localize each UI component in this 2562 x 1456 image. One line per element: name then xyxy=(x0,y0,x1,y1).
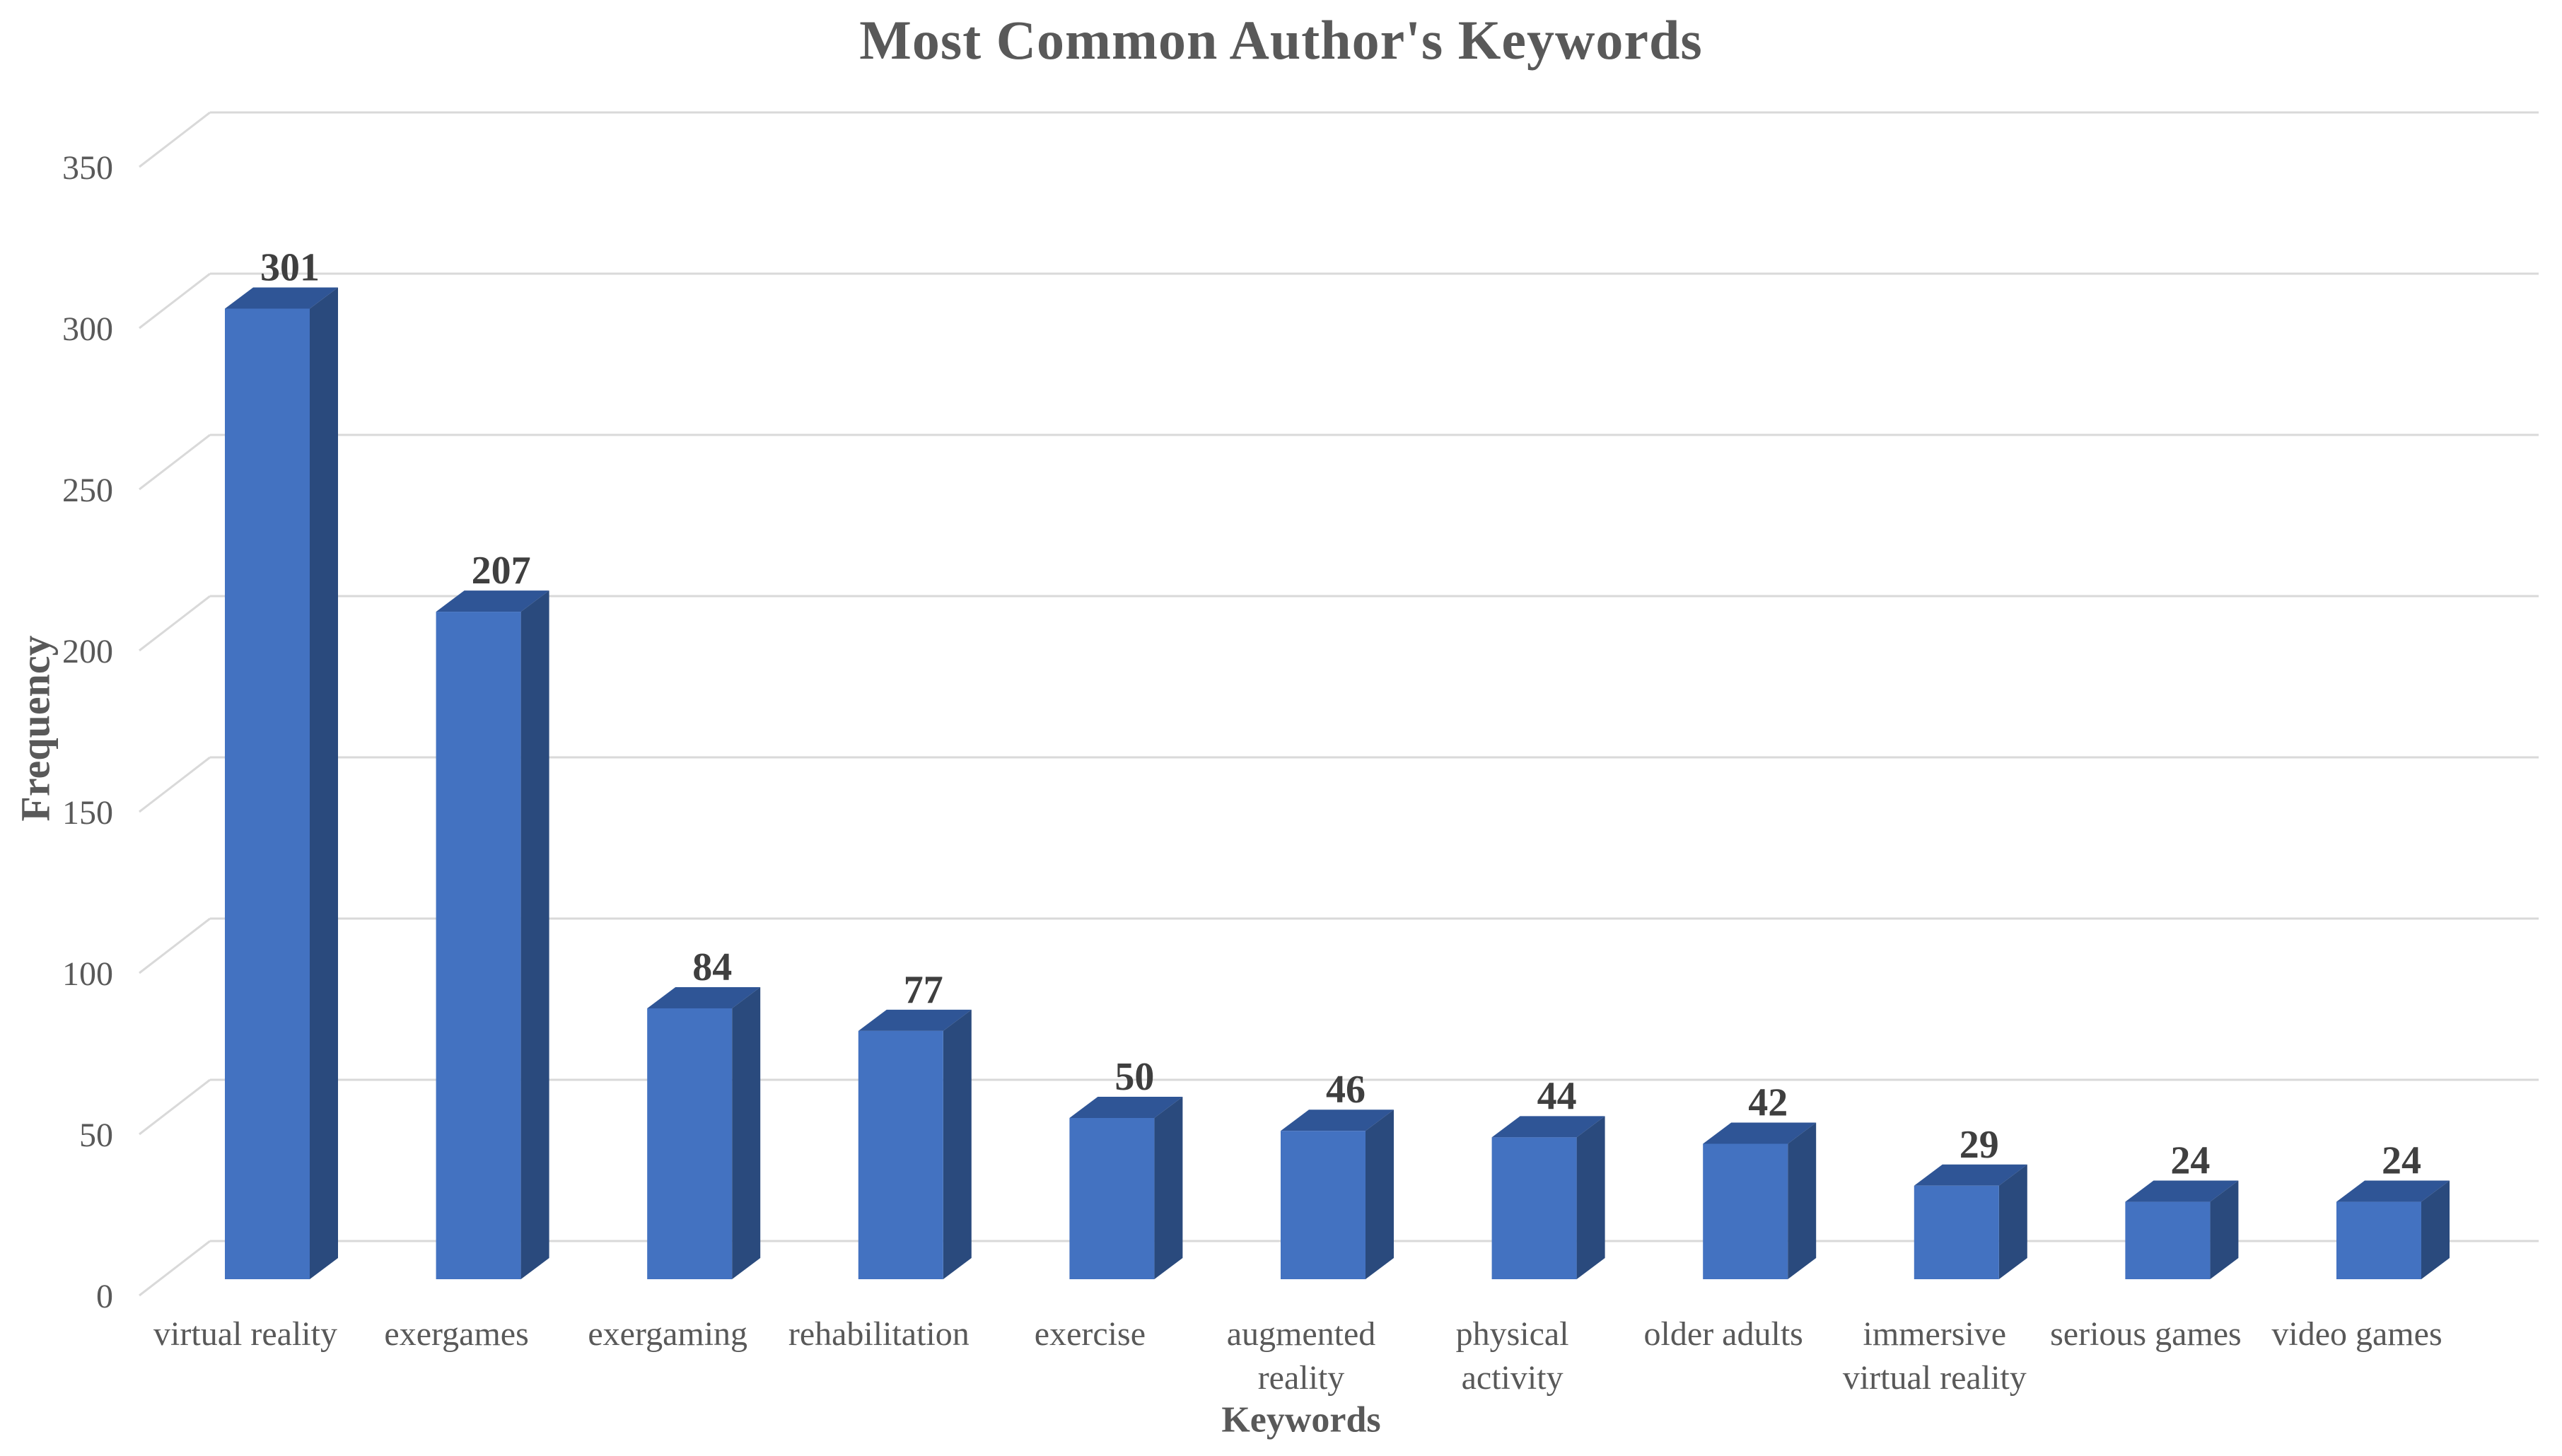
bar-value-label: 207 xyxy=(472,549,531,593)
chart-title: Most Common Author's Keywords xyxy=(859,9,1703,71)
bar-top xyxy=(1069,1097,1183,1118)
x-category-label: virtual reality xyxy=(1843,1359,2027,1397)
bar-front xyxy=(1914,1185,1999,1279)
y-tick-label: 300 xyxy=(62,310,113,348)
bar-side xyxy=(1788,1122,1817,1279)
bar-side xyxy=(1366,1110,1394,1279)
bar-top xyxy=(647,986,761,1008)
bar-value-label: 24 xyxy=(2382,1139,2421,1183)
y-tick-label: 100 xyxy=(62,955,113,993)
bar-front xyxy=(1703,1143,1788,1279)
bar-value-label: 29 xyxy=(1960,1123,1999,1167)
bar-top xyxy=(436,590,549,612)
y-tick-label: 250 xyxy=(62,472,113,509)
bar-side xyxy=(943,1009,972,1279)
bar-top xyxy=(1281,1110,1394,1131)
x-category-label: older adults xyxy=(1644,1315,1803,1353)
x-category-label: immersive xyxy=(1863,1315,2006,1353)
x-category-label: augmented xyxy=(1227,1315,1376,1353)
bar-front xyxy=(225,308,310,1280)
bar-side xyxy=(732,986,761,1279)
bar-front xyxy=(647,1008,733,1279)
bar-value-label: 42 xyxy=(1748,1081,1788,1124)
bar-value-label: 84 xyxy=(692,945,732,989)
x-category-label: virtual reality xyxy=(153,1315,337,1353)
bar-top xyxy=(2336,1180,2450,1202)
grid-diagonal xyxy=(139,756,211,813)
bar-top xyxy=(225,287,338,309)
x-category-label: serious games xyxy=(2050,1315,2242,1353)
bar-top xyxy=(858,1009,972,1031)
bar-front xyxy=(2125,1201,2211,1279)
y-tick-label: 0 xyxy=(96,1278,113,1315)
grid-diagonal xyxy=(139,272,211,330)
x-category-label: activity xyxy=(1462,1359,1564,1397)
bar-side xyxy=(520,590,549,1279)
bar-front xyxy=(1491,1137,1577,1279)
bar-value-label: 50 xyxy=(1114,1055,1154,1099)
bar-front xyxy=(436,612,521,1279)
bar-front xyxy=(1281,1131,1366,1279)
x-category-label: video games xyxy=(2271,1315,2442,1353)
grid-diagonal xyxy=(139,595,211,652)
x-category-label: physical xyxy=(1456,1315,1569,1353)
bar-side xyxy=(310,287,338,1280)
y-tick-label: 50 xyxy=(79,1117,113,1154)
bar-value-label: 77 xyxy=(904,968,943,1012)
bar-value-label: 44 xyxy=(1537,1074,1577,1118)
bar-value-label: 46 xyxy=(1326,1068,1366,1112)
bar-top xyxy=(2125,1180,2239,1202)
bar-side xyxy=(1576,1116,1605,1279)
y-tick-label: 350 xyxy=(62,149,113,187)
grid-diagonal xyxy=(139,433,211,491)
grid-diagonal xyxy=(139,111,211,168)
bar-side xyxy=(2210,1180,2239,1279)
x-axis-title: Keywords xyxy=(1221,1399,1381,1440)
bar-front xyxy=(1069,1118,1155,1279)
x-category-label: rehabilitation xyxy=(788,1315,970,1353)
bar-top xyxy=(1491,1116,1605,1138)
x-category-label: exercise xyxy=(1035,1315,1146,1353)
bar-side xyxy=(1998,1164,2027,1279)
x-category-label: exergaming xyxy=(588,1315,747,1353)
bar-side xyxy=(1154,1097,1183,1279)
x-category-label: reality xyxy=(1258,1359,1345,1397)
bar-top xyxy=(1703,1122,1817,1144)
bar-side xyxy=(2421,1180,2450,1279)
bar-value-label: 24 xyxy=(2170,1139,2210,1183)
bar-front xyxy=(858,1030,943,1279)
grid-diagonal xyxy=(139,917,211,974)
bar-value-label: 301 xyxy=(260,245,320,289)
y-tick-label: 150 xyxy=(62,794,113,832)
bar-front xyxy=(2336,1201,2421,1279)
grid-diagonal xyxy=(139,1240,211,1297)
grid-diagonal xyxy=(139,1078,211,1136)
x-category-label: exergames xyxy=(384,1315,528,1353)
y-tick-label: 200 xyxy=(62,633,113,670)
bar-top xyxy=(1914,1164,2027,1186)
